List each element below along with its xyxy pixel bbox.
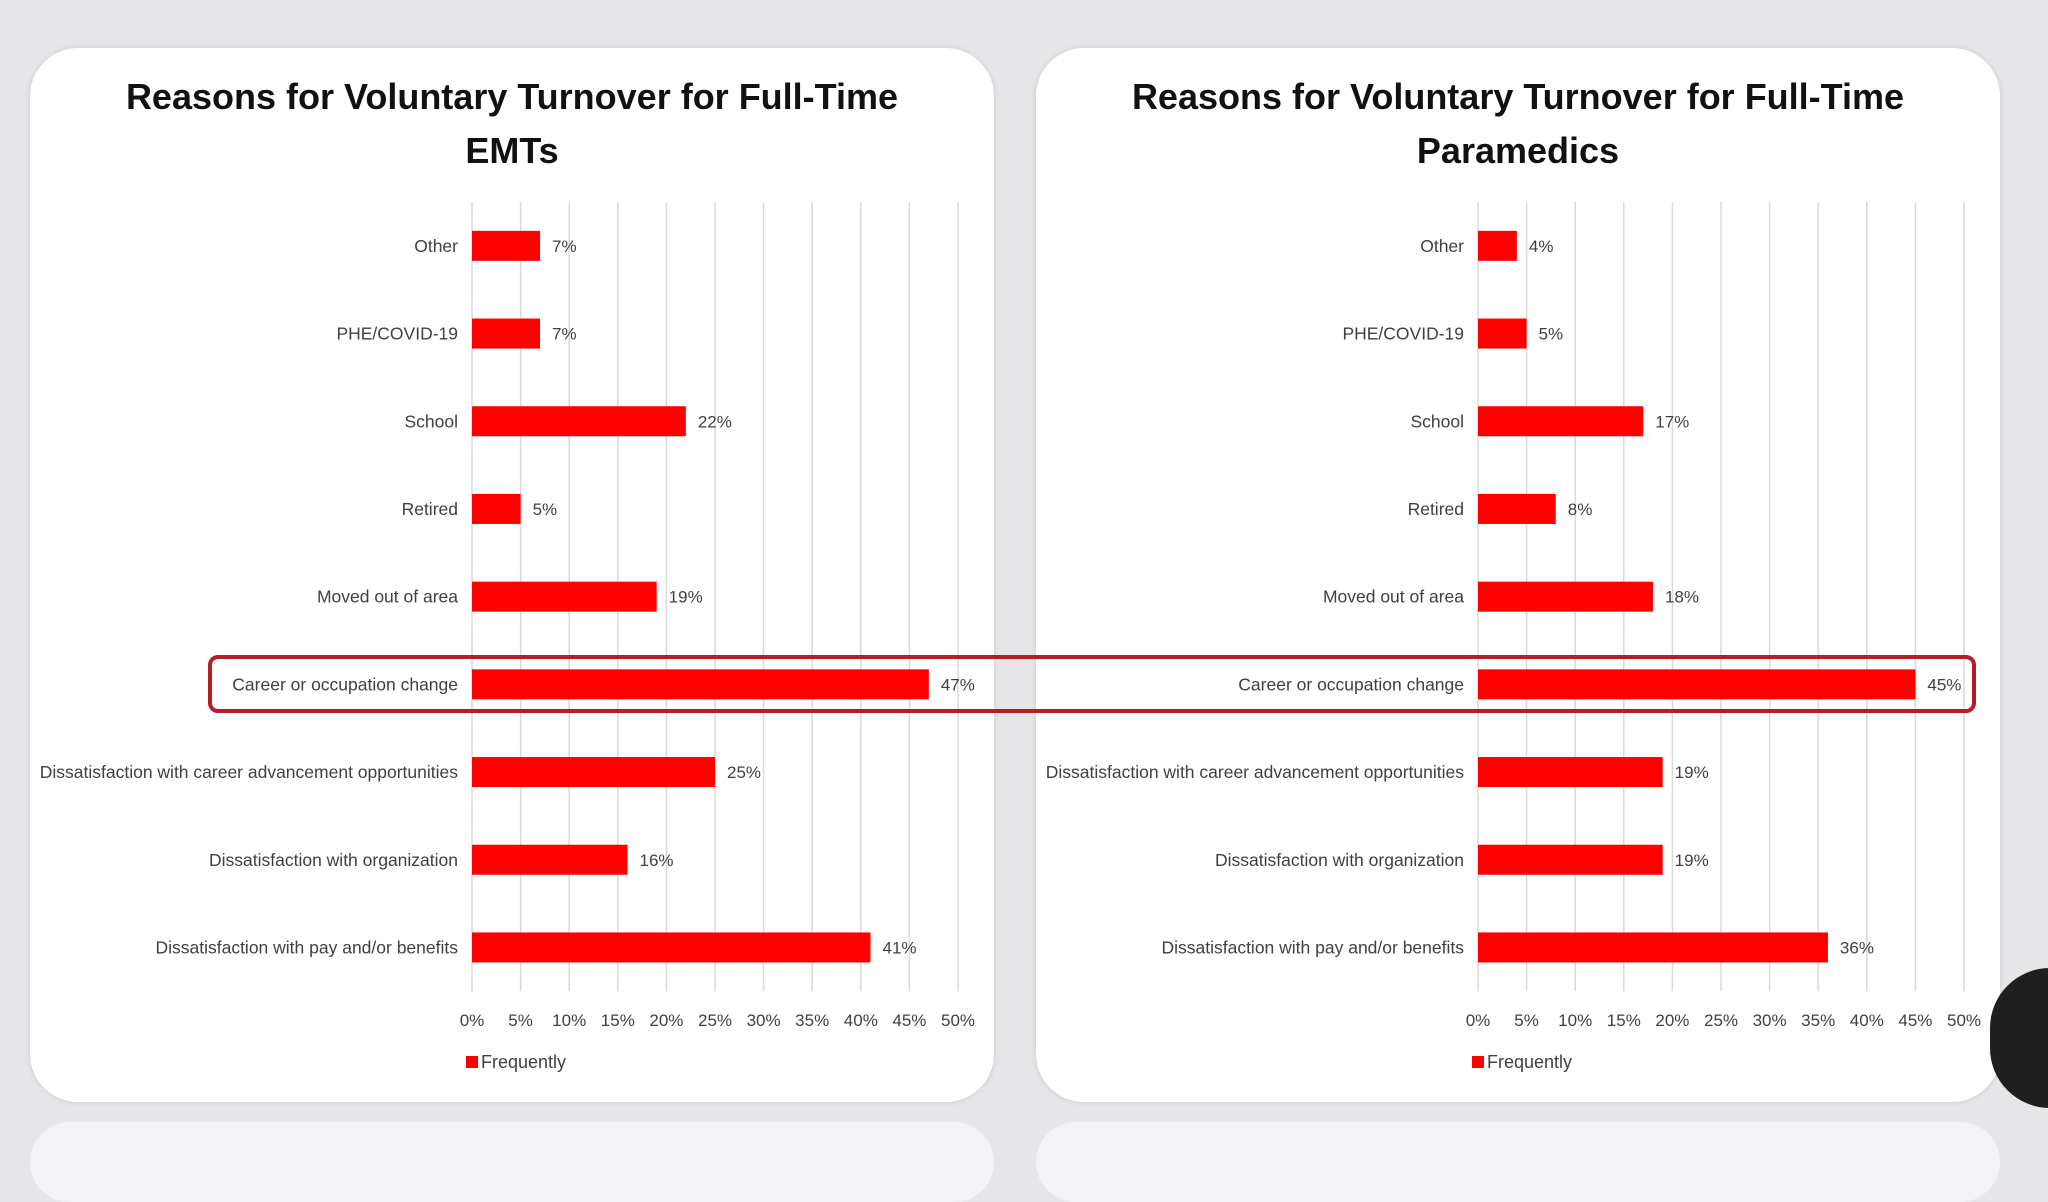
bar [472,757,715,788]
data-label: 5% [1539,325,1564,344]
x-tick-label: 50% [1947,1011,1981,1030]
data-label: 19% [669,588,703,607]
x-tick-label: 5% [1514,1011,1539,1030]
bar [1478,493,1556,524]
bar [472,581,657,612]
category-label: PHE/COVID-19 [336,324,458,344]
category-label: Moved out of area [317,587,458,607]
chart-title-line-1: Reasons for Voluntary Turnover for Full-… [125,76,899,117]
data-label: 16% [640,851,674,870]
category-label: Career or occupation change [232,674,458,694]
x-tick-label: 25% [1704,1011,1738,1030]
category-label: School [404,411,458,431]
data-label: 19% [1675,763,1709,782]
bar [472,932,871,963]
data-label: 22% [698,412,732,431]
bar [1478,932,1828,963]
x-tick-label: 30% [747,1011,781,1030]
x-tick-label: 50% [941,1011,975,1030]
data-label: 7% [552,325,577,344]
bar [1478,318,1527,349]
category-label: PHE/COVID-19 [1342,324,1464,344]
category-label: Other [1420,236,1464,256]
category-label: Dissatisfaction with organization [209,850,458,870]
category-label: School [1410,411,1464,431]
data-label: 19% [1675,851,1709,870]
x-tick-label: 45% [892,1011,926,1030]
x-tick-label: 0% [460,1011,485,1030]
data-label: 8% [1568,500,1593,519]
x-tick-label: 10% [552,1011,586,1030]
x-tick-label: 35% [795,1011,829,1030]
data-label: 4% [1529,237,1554,256]
bar [1478,581,1653,612]
chart-title: Reasons for Voluntary Turnover for Full-… [30,70,994,178]
data-label: 7% [552,237,577,256]
category-label: Dissatisfaction with career advancement … [40,762,459,782]
chart-title: Reasons for Voluntary Turnover for Full-… [1036,70,2000,178]
bar [472,406,686,437]
data-label: 18% [1665,588,1699,607]
category-label: Dissatisfaction with pay and/or benefits [155,937,458,957]
data-label: 25% [727,763,761,782]
category-label: Dissatisfaction with organization [1215,850,1464,870]
bar-chart-emts: 0% 5% 10% 15% 20% 25% 30% 35% 40% 45% 50% Other 7% PH… [40,202,975,1072]
bar [1478,844,1663,875]
x-tick-label: 10% [1558,1011,1592,1030]
next-slide-ghost-left [30,1122,994,1202]
bar [1478,406,1644,437]
x-tick-label: 5% [508,1011,533,1030]
x-tick-label: 20% [1655,1011,1689,1030]
bar-chart-paramedics: 0% 5% 10% 15% 20% 25% 30% 35% 40% 45% 50% Other 4% PH… [1046,202,1981,1072]
x-tick-label: 0% [1466,1011,1491,1030]
x-tick-label: 40% [844,1011,878,1030]
data-label: 41% [883,938,917,957]
category-label: Dissatisfaction with pay and/or benefits [1161,937,1464,957]
data-label: 36% [1840,938,1874,957]
chart-title-line-2: Paramedics [1416,130,1620,171]
data-label: 47% [941,675,975,694]
x-tick-label: 35% [1801,1011,1835,1030]
x-tick-label: 15% [601,1011,635,1030]
bar [472,669,929,700]
data-label: 45% [1927,675,1961,694]
bar [472,493,521,524]
category-label: Retired [1408,499,1464,519]
data-label: 17% [1655,412,1689,431]
legend-swatch [466,1056,478,1068]
bar [1478,669,1916,700]
category-label: Retired [402,499,458,519]
chart-title-line-1: Reasons for Voluntary Turnover for Full-… [1131,76,1905,117]
chart-panel-emts: Reasons for Voluntary Turnover for Full-… [30,48,994,1102]
chart-title-line-2: EMTs [465,130,559,171]
x-tick-label: 20% [649,1011,683,1030]
category-label: Moved out of area [1323,587,1464,607]
legend-label: Frequently [1487,1052,1572,1072]
x-tick-label: 40% [1850,1011,1884,1030]
bar [1478,230,1517,261]
bar [472,844,628,875]
bar [1478,757,1663,788]
legend-label: Frequently [481,1052,566,1072]
chart-panel-paramedics: Reasons for Voluntary Turnover for Full-… [1036,48,2000,1102]
category-label: Dissatisfaction with career advancement … [1046,762,1465,782]
category-label: Other [414,236,458,256]
x-tick-label: 15% [1607,1011,1641,1030]
x-tick-label: 25% [698,1011,732,1030]
next-slide-ghost-right [1036,1122,2000,1202]
data-label: 5% [533,500,558,519]
bar [472,318,541,349]
category-label: Career or occupation change [1238,674,1464,694]
x-tick-label: 30% [1753,1011,1787,1030]
legend-swatch [1472,1056,1484,1068]
x-tick-label: 45% [1898,1011,1932,1030]
bar [472,230,541,261]
